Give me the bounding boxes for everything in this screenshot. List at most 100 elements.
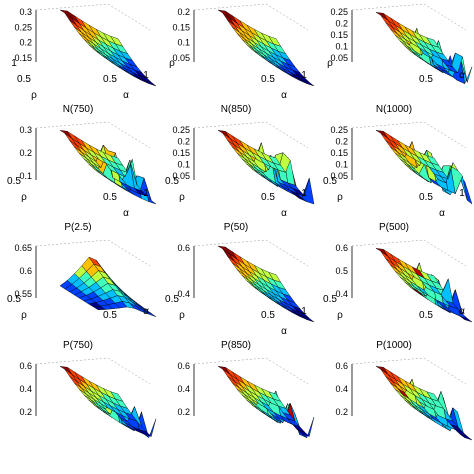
- surface-patch: [426, 273, 440, 284]
- rho-tick-label: ρ: [327, 58, 333, 69]
- alpha-tick-label: 0.5: [103, 192, 117, 203]
- rho-tick-label: ρ: [179, 310, 185, 321]
- box-edge: [423, 121, 467, 149]
- box-edge: [351, 3, 425, 11]
- rho-tick-label: ρ: [31, 90, 37, 101]
- panel-subtitle: P(850): [221, 340, 251, 351]
- surface-patch: [110, 280, 123, 293]
- alpha-tick-label: α: [459, 70, 465, 81]
- alpha-tick-label: 1: [301, 306, 307, 317]
- rho-tick-label: 0.5: [17, 74, 31, 85]
- rho-tick-label: 0.5: [323, 294, 337, 305]
- alpha-tick-label: 0.5: [261, 310, 275, 321]
- z-tick-label: 0.6: [19, 266, 32, 276]
- panel-subtitle: N(750): [63, 104, 94, 115]
- surface-panel-10: 0.6 0.4 0.2: [19, 357, 157, 439]
- alpha-tick-label: 0.5: [419, 310, 433, 321]
- z-tick-label: 0.6: [19, 361, 32, 371]
- rho-tick-label: 0.5: [7, 294, 21, 305]
- z-tick-label: 0.4: [19, 384, 32, 394]
- surface-panel-3: 0.25 0.20.15 0.10.05ρ 0.5 α N(1000): [327, 3, 473, 115]
- box-edge: [35, 121, 109, 129]
- box-edge: [107, 239, 151, 267]
- alpha-tick-label: 0.5: [419, 192, 433, 203]
- rho-tick-label: ρ: [179, 192, 185, 203]
- surface-patch: [268, 35, 282, 47]
- alpha-tick-label: 1: [301, 70, 307, 81]
- box-edge: [351, 121, 425, 129]
- z-tick-label: 0.2: [19, 148, 32, 158]
- rho-tick-label: 0.5: [165, 294, 179, 305]
- rho-tick-label: ρ: [21, 192, 27, 203]
- box-edge: [265, 239, 309, 267]
- alpha-tick-label: 1: [459, 188, 465, 199]
- surface-patch: [110, 35, 124, 47]
- z-tick-label: 0.2: [177, 7, 190, 17]
- surface-panel-4: 0.30.20.10.5ρ 0.5 1αP(2.5): [7, 121, 157, 233]
- surface-patch: [426, 155, 440, 166]
- z-tick-label: 0.4: [177, 289, 190, 299]
- alpha-axis-label: α: [281, 326, 287, 337]
- z-tick-label: 0.25: [172, 125, 190, 135]
- box-edge: [193, 357, 267, 365]
- z-tick-label: 0.6: [177, 361, 190, 371]
- surface-panel-5: 0.250.20.150.10.050.5ρ 0.5 1αP(50): [165, 121, 315, 233]
- z-tick-label: 0.1: [335, 160, 348, 170]
- z-tick-label: 0.25: [330, 125, 348, 135]
- panel-subtitle: P(1000): [376, 340, 412, 351]
- z-tick-label: 0.05: [330, 53, 348, 63]
- panel-subtitle: N(1000): [376, 104, 412, 115]
- alpha-axis-label: α: [281, 208, 287, 219]
- z-tick-label: 0.4: [335, 384, 348, 394]
- box-edge: [265, 357, 309, 385]
- rho-tick-label: ρ: [169, 58, 175, 69]
- z-tick-label: 0.05: [172, 171, 190, 181]
- z-tick-label: 0.15: [330, 148, 348, 158]
- box-edge: [193, 3, 267, 11]
- surface-panel-9: 0.60.50.40.5ρ 0.5 αP(1000): [323, 239, 473, 351]
- alpha-tick-label: 1: [143, 188, 149, 199]
- alpha-axis-label: α: [281, 90, 287, 101]
- z-tick-label: 0.15: [14, 53, 32, 63]
- z-tick-label: 0.1: [177, 160, 190, 170]
- alpha-tick-label: α: [143, 306, 149, 317]
- z-tick-label: 0.15: [172, 148, 190, 158]
- surface-panel-7: 0.650.60.550.5ρ 0.5 αP(750): [7, 239, 157, 351]
- rho-tick-label: ρ: [21, 310, 27, 321]
- z-tick-label: 0.3: [19, 7, 32, 17]
- z-tick-label: 0.5: [335, 266, 348, 276]
- box-edge: [35, 3, 109, 11]
- alpha-axis-label: α: [123, 90, 129, 101]
- alpha-axis-label: α: [439, 208, 445, 219]
- box-edge: [35, 239, 109, 247]
- z-tick-label: 0.6: [335, 243, 348, 253]
- surface-patch: [110, 155, 124, 166]
- z-tick-label: 0.1: [177, 38, 190, 48]
- surface-patch: [268, 271, 282, 283]
- box-edge: [351, 357, 425, 365]
- z-tick-label: 0.2: [19, 38, 32, 48]
- panel-subtitle: P(50): [224, 222, 248, 233]
- surface-patch: [426, 37, 440, 48]
- surface-patch: [268, 155, 282, 166]
- box-edge: [351, 239, 425, 247]
- alpha-tick-label: 0.5: [419, 74, 433, 85]
- z-tick-label: 0.15: [172, 22, 190, 32]
- box-edge: [265, 3, 309, 31]
- rho-tick-label: ρ: [337, 192, 343, 203]
- z-tick-label: 0.2: [177, 137, 190, 147]
- z-tick-label: 0.15: [330, 30, 348, 40]
- z-tick-label: 0.65: [14, 243, 32, 253]
- surface-panel-2: 0.2 0.15 0.1 0.05ρ 0.5 1 α N(850): [169, 3, 315, 115]
- z-tick-label: 0.2: [177, 407, 190, 417]
- z-tick-label: 0.6: [335, 361, 348, 371]
- alpha-axis-label: α: [123, 208, 129, 219]
- box-edge: [107, 121, 151, 149]
- surface-panel-12: 0.6 0.4 0.2: [335, 357, 473, 441]
- z-tick-label: 0.25: [330, 7, 348, 17]
- alpha-tick-label: 0.5: [103, 74, 117, 85]
- box-edge: [265, 121, 309, 149]
- alpha-tick-label: 0.5: [103, 310, 117, 321]
- z-tick-label: 0.6: [177, 243, 190, 253]
